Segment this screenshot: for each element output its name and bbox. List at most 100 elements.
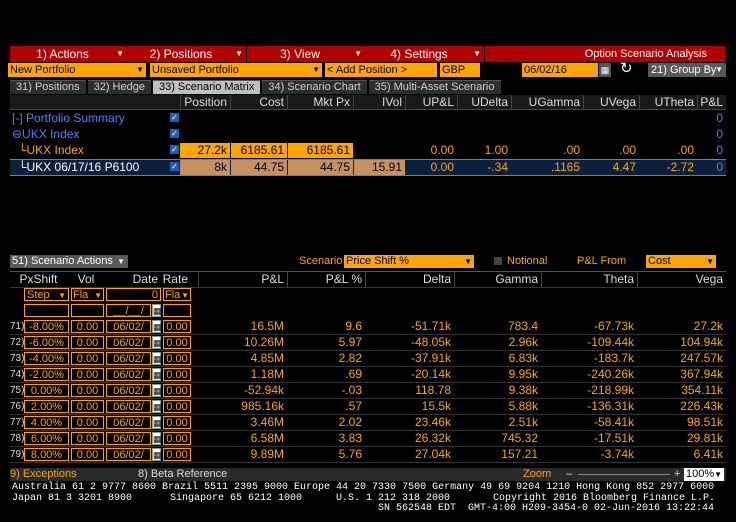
- position-value[interactable]: 27.2k: [180, 143, 230, 158]
- vol-input[interactable]: 0.00: [71, 336, 104, 349]
- date-input[interactable]: 06/02/: [106, 384, 151, 397]
- portfolio-summary-label[interactable]: [-] Portfolio Summary: [12, 111, 125, 125]
- table-row[interactable]: [-] Portfolio Summary ✓ 0: [10, 111, 726, 126]
- step-select[interactable]: Step ▼: [24, 288, 69, 301]
- calendar-icon[interactable]: ▦: [152, 368, 162, 381]
- date-field[interactable]: 06/02/16: [522, 63, 598, 77]
- calendar-icon[interactable]: ▦: [152, 400, 162, 413]
- rate-input[interactable]: 0.00: [163, 320, 191, 333]
- date-input[interactable]: 06/02/: [106, 448, 151, 461]
- vol-input[interactable]: 0.00: [71, 416, 104, 429]
- currency-field[interactable]: GBP: [440, 63, 480, 77]
- menu-actions[interactable]: 1) Actions ▼: [10, 46, 128, 62]
- date-input[interactable]: 06/02/: [106, 400, 151, 413]
- rate-input[interactable]: 0.00: [163, 432, 191, 445]
- zoom-select[interactable]: 100% ▼: [684, 468, 724, 481]
- mkt-px-value[interactable]: 44.75: [288, 160, 353, 175]
- date-input[interactable]: 06/02/: [106, 432, 151, 445]
- rate-input[interactable]: 0.00: [163, 448, 191, 461]
- tab-scenario-matrix[interactable]: 33) Scenario Matrix: [152, 80, 261, 94]
- checkbox-icon[interactable]: ✓: [170, 129, 179, 138]
- date-input[interactable]: 06/02/: [106, 352, 151, 365]
- menu-view[interactable]: 3) View ▼: [247, 46, 366, 62]
- vol-input[interactable]: 0.00: [71, 448, 104, 461]
- position-value[interactable]: 8k: [180, 160, 230, 175]
- position-label[interactable]: └UKX 06/17/16 P6100: [18, 160, 139, 175]
- rate-input[interactable]: 0.00: [163, 384, 191, 397]
- pxshift-input[interactable]: 6.00%: [24, 432, 69, 445]
- pxshift-blank-input[interactable]: [24, 304, 69, 317]
- pxshift-input[interactable]: -6.00%: [24, 336, 69, 349]
- date-input[interactable]: 06/02/: [106, 320, 151, 333]
- tab-multi-asset-scenario[interactable]: 35) Multi-Asset Scenario: [368, 80, 501, 94]
- vol-blank-input[interactable]: [71, 304, 104, 317]
- calendar-icon[interactable]: ▦: [152, 304, 162, 317]
- vol-input[interactable]: 0.00: [71, 384, 104, 397]
- vol-input[interactable]: 0.00: [71, 352, 104, 365]
- pnl-from-select[interactable]: Cost ▼: [646, 255, 716, 268]
- checkbox-icon[interactable]: ✓: [170, 145, 179, 154]
- vol-input[interactable]: 0.00: [71, 368, 104, 381]
- vol-input[interactable]: 0.00: [71, 432, 104, 445]
- date-step-input[interactable]: 0: [106, 288, 161, 301]
- calendar-icon[interactable]: ▦: [152, 448, 162, 461]
- tab-scenario-chart[interactable]: 34) Scenario Chart: [262, 80, 367, 94]
- date-input[interactable]: 06/02/: [106, 336, 151, 349]
- vol-input[interactable]: 0.00: [71, 400, 104, 413]
- rate-input[interactable]: 0.00: [163, 416, 191, 429]
- rate-blank-input[interactable]: [163, 304, 191, 317]
- exceptions-link[interactable]: 9) Exceptions: [10, 468, 77, 480]
- unsaved-portfolio-field[interactable]: Unsaved Portfolio ▼: [150, 63, 322, 77]
- vol-flat-select[interactable]: Fla ▼: [71, 288, 104, 301]
- ivol-value[interactable]: 15.91: [354, 160, 405, 175]
- pxshift-input[interactable]: 4.00%: [24, 416, 69, 429]
- rate-input[interactable]: 0.00: [163, 352, 191, 365]
- menu-positions[interactable]: 2) Positions ▼: [128, 46, 247, 62]
- portfolio-select[interactable]: New Portfolio ▼: [8, 63, 146, 77]
- date-input[interactable]: 06/02/: [106, 368, 151, 381]
- calendar-icon[interactable]: ▦: [152, 320, 162, 333]
- position-label[interactable]: └UKX Index: [18, 143, 84, 158]
- add-position-button[interactable]: < Add Position >: [325, 63, 437, 77]
- rate-input[interactable]: 0.00: [163, 336, 191, 349]
- scenario-actions-button[interactable]: 51) Scenario Actions ▼: [10, 255, 128, 268]
- group-ukx-index-label[interactable]: ⊖UKX Index: [12, 127, 80, 141]
- pxshift-input[interactable]: -4.00%: [24, 352, 69, 365]
- beta-reference-link[interactable]: 8) Beta Reference: [138, 468, 228, 480]
- calendar-icon[interactable]: ▦: [152, 384, 162, 397]
- menu-settings[interactable]: 4) Settings ▼: [366, 46, 485, 62]
- pxshift-input[interactable]: -2.00%: [24, 368, 69, 381]
- scenario-select[interactable]: Price Shift % ▼: [344, 255, 474, 268]
- calendar-icon[interactable]: ▦: [599, 63, 611, 77]
- rate-input[interactable]: 0.00: [163, 400, 191, 413]
- refresh-icon[interactable]: ↻: [620, 60, 633, 77]
- calendar-icon[interactable]: ▦: [152, 416, 162, 429]
- checkbox-icon[interactable]: ✓: [170, 113, 179, 122]
- calendar-icon[interactable]: ▦: [152, 432, 162, 445]
- date-input[interactable]: 06/02/: [106, 416, 151, 429]
- cost-value[interactable]: 44.75: [231, 160, 287, 175]
- zoom-slider[interactable]: [578, 474, 670, 475]
- pxshift-input[interactable]: 0.00%: [24, 384, 69, 397]
- zoom-out-icon[interactable]: –: [566, 468, 573, 480]
- vol-input[interactable]: 0.00: [71, 320, 104, 333]
- table-row[interactable]: └UKX Index ✓ 27.2k 6185.61 6185.61 0.00 …: [10, 143, 726, 158]
- calendar-icon[interactable]: ▦: [152, 352, 162, 365]
- zoom-in-icon[interactable]: +: [674, 468, 681, 480]
- calendar-icon[interactable]: ▦: [152, 336, 162, 349]
- rate-input[interactable]: 0.00: [163, 368, 191, 381]
- group-by-button[interactable]: 21) Group By ▼: [648, 63, 726, 77]
- checkbox-icon[interactable]: ✓: [170, 162, 179, 171]
- pxshift-input[interactable]: 2.00%: [24, 400, 69, 413]
- date-blank-input[interactable]: __/__/: [106, 304, 151, 317]
- rate-flat-select[interactable]: Fla ▼: [163, 288, 191, 301]
- pxshift-input[interactable]: 8.00%: [24, 448, 69, 461]
- table-row-selected[interactable]: └UKX 06/17/16 P6100 ✓ 8k 44.75 44.75 15.…: [10, 159, 726, 176]
- pxshift-input[interactable]: -8.00%: [24, 320, 69, 333]
- tab-hedge[interactable]: 32) Hedge: [87, 80, 151, 94]
- mkt-px-value[interactable]: 6185.61: [288, 143, 353, 158]
- notional-checkbox[interactable]: [494, 257, 502, 265]
- table-row[interactable]: ⊖UKX Index ✓ 0: [10, 127, 726, 142]
- tab-positions[interactable]: 31) Positions: [10, 80, 86, 94]
- cost-value[interactable]: 6185.61: [231, 143, 287, 158]
